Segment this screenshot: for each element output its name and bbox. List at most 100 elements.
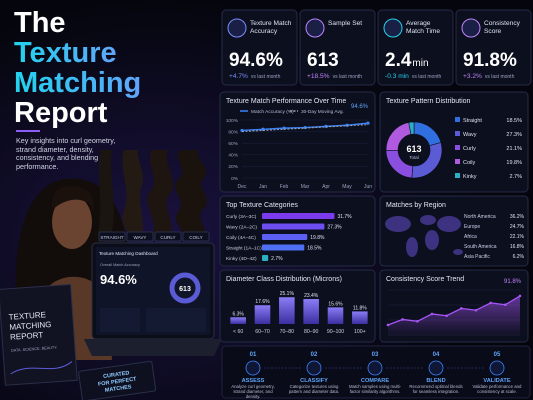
y-tick-label: 0% <box>231 176 239 182</box>
region-value: 24.7% <box>510 224 525 230</box>
region-name: Africa <box>464 234 477 240</box>
kpi-value: 613 <box>307 50 339 71</box>
point <box>474 308 478 312</box>
x-tick-label: 80–90 <box>304 329 319 335</box>
center-label: Total <box>409 155 419 160</box>
kpi-label: Consistency Score <box>484 20 520 35</box>
point <box>460 307 463 310</box>
map-land <box>420 215 436 225</box>
laptop-total: 613 <box>179 286 191 293</box>
book-title: TEXTURE <box>8 310 46 322</box>
value-label: 18.5% <box>506 118 522 124</box>
step-number: 05 <box>494 352 501 358</box>
kpi-icon <box>305 18 325 38</box>
region-value: 36.2% <box>510 214 525 220</box>
legend-swatch <box>455 173 460 178</box>
step-icon <box>367 360 383 376</box>
step-number: 02 <box>311 352 318 358</box>
point <box>504 303 507 307</box>
panel <box>219 195 376 267</box>
x-tick-label: May <box>342 184 352 190</box>
book-title: REPORT <box>10 331 44 342</box>
region-name: Asia Pacific <box>464 254 490 260</box>
title-underline <box>16 130 40 132</box>
value-label: 27.3% <box>506 132 522 138</box>
point <box>386 323 390 327</box>
map-land <box>385 216 411 232</box>
hair-label: COILY <box>189 235 202 240</box>
title-line: The <box>14 7 66 39</box>
x-tick-label: 100+ <box>354 329 366 335</box>
value-label: 19.8% <box>310 235 325 241</box>
chart-title: Texture Pattern Distribution <box>386 98 471 105</box>
y-tick-label: 20% <box>228 164 238 170</box>
x-tick-label: Mar <box>301 184 310 190</box>
hair-label-box <box>126 231 154 242</box>
title-line: Texture <box>14 37 117 69</box>
step-title: ASSESS <box>242 378 265 384</box>
series-line <box>241 124 369 133</box>
book-title: MATCHING <box>9 320 52 332</box>
x-tick-label: 60–70 <box>255 329 270 335</box>
value-label: 11.8% <box>353 305 367 311</box>
kpi-label: Texture Match Accuracy <box>250 20 292 35</box>
legend-label: Curly <box>463 146 476 152</box>
hair-label: CURLY <box>160 235 175 240</box>
legend-label: Straight <box>463 118 482 124</box>
y-tick-label: Straight (1A–1C) <box>226 246 262 252</box>
point <box>430 312 434 316</box>
chart-title: Top Texture Categories <box>226 202 298 209</box>
value-label: 31.7% <box>337 214 352 220</box>
annotation: 94.6% <box>351 104 369 110</box>
bar <box>254 305 271 324</box>
legend-label: Match Accuracy (%) <box>251 109 294 115</box>
point <box>518 294 522 298</box>
laptop-title: Texture Matching Dashboard <box>99 251 158 256</box>
y-tick-label: 80% <box>228 129 238 135</box>
x-tick-label: Feb <box>280 184 289 190</box>
x-tick-label: Jan <box>259 184 267 190</box>
step-text: Recommend optimal blends for seamless in… <box>409 384 463 395</box>
bar <box>262 234 308 240</box>
legend-swatch <box>455 145 460 150</box>
legend-label: Coily <box>463 160 475 166</box>
card-line: FOR PERFECT <box>98 376 138 387</box>
value-label: 18.5% <box>307 246 322 252</box>
step-number: 03 <box>372 352 379 358</box>
laptop-metric-label: Overall Match Accuracy <box>100 263 140 267</box>
y-tick-label: 100% <box>226 118 239 124</box>
step-number: 01 <box>250 352 257 358</box>
kpi-note: vs last month <box>485 74 515 80</box>
chart-title: Texture Match Performance Over Time <box>226 98 346 105</box>
kpi-note: vs last month <box>412 74 442 80</box>
book-tagline: DATA. SCIENCE. BEAUTY. <box>11 346 58 353</box>
map-land <box>425 230 439 250</box>
value-label: 19.8% <box>506 160 522 166</box>
value-label: 21.1% <box>506 146 522 152</box>
laptop-metric: 94.6% <box>100 272 137 287</box>
card-line: CURATED <box>103 370 130 380</box>
kpi-value: 91.8% <box>463 50 517 71</box>
kpi-label: Sample Set <box>328 20 363 27</box>
x-tick-label: Apr <box>322 184 330 190</box>
y-tick-label: Kinky (4D–4Z) <box>226 256 257 262</box>
line <box>387 295 521 326</box>
annotation: 91.8% <box>504 279 522 285</box>
description: Key insights into curl geometry, strand … <box>16 136 116 171</box>
step-title: CLASSIFY <box>300 378 328 384</box>
hair-label-box <box>154 231 182 242</box>
area <box>388 295 520 336</box>
hair-label: STRAIGHT <box>100 235 123 240</box>
value-label: 15.6% <box>328 301 343 307</box>
y-tick-label: Coily (4A–4C) <box>226 235 256 241</box>
bar <box>262 213 335 219</box>
point <box>416 319 419 323</box>
kpi-icon <box>461 18 481 38</box>
chart-title: Consistency Score Trend <box>386 276 464 283</box>
legend-label: Kinky <box>463 174 477 180</box>
